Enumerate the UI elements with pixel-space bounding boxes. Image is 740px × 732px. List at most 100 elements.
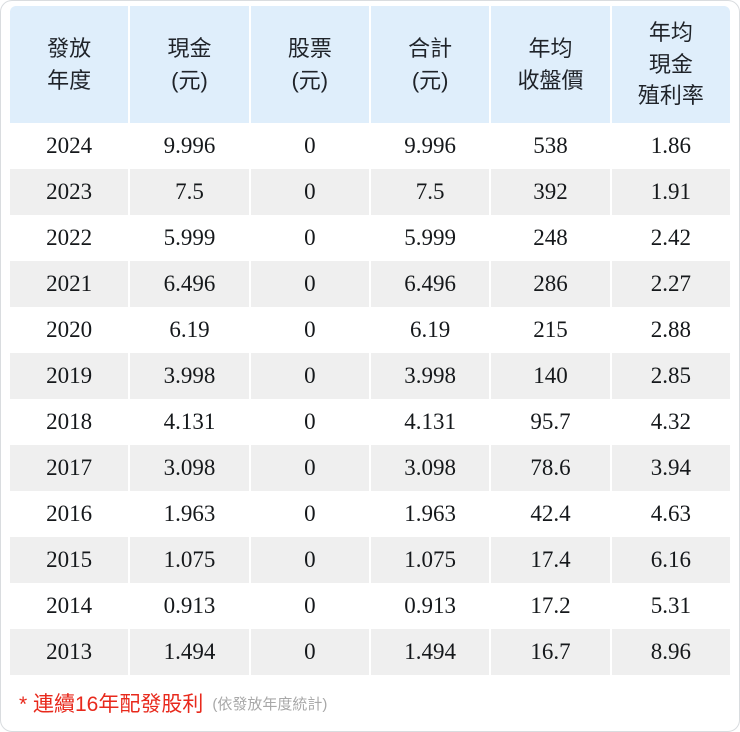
cell-total: 9.996 — [370, 123, 490, 169]
cell-avg-close: 248 — [491, 215, 610, 261]
cell-cash: 7.5 — [130, 169, 249, 215]
cell-stock: 0 — [250, 261, 369, 307]
footnote-text: * 連續16年配發股利 — [19, 693, 204, 716]
cell-cash: 0.913 — [130, 583, 249, 629]
cell-stock: 0 — [250, 169, 369, 215]
cell-avg-close: 16.7 — [491, 629, 610, 675]
table-body: 2024 9.996 0 9.996 538 1.86 2023 7.5 0 7… — [10, 123, 730, 675]
footnote: * 連續16年配發股利 (依發放年度統計) — [8, 675, 732, 731]
table-row: 2013 1.494 0 1.494 16.7 8.96 — [10, 629, 730, 675]
cell-total: 1.963 — [370, 491, 490, 537]
header-line: (元) — [411, 67, 449, 93]
cell-yield: 6.16 — [611, 537, 730, 583]
header-line: 現金 — [648, 51, 693, 77]
table-row: 2019 3.998 0 3.998 140 2.85 — [10, 353, 730, 399]
cell-yield: 2.85 — [611, 353, 730, 399]
cell-yield: 4.32 — [611, 399, 730, 445]
header-line: 現金 — [167, 35, 212, 61]
cell-yield: 4.63 — [611, 491, 730, 537]
cell-total: 3.098 — [370, 445, 490, 491]
cell-stock: 0 — [250, 399, 369, 445]
table-row: 2016 1.963 0 1.963 42.4 4.63 — [10, 491, 730, 537]
footnote-note: (依發放年度統計) — [212, 695, 328, 713]
cell-cash: 3.998 — [130, 353, 249, 399]
cell-stock: 0 — [250, 537, 369, 583]
cell-yield: 2.42 — [611, 215, 730, 261]
cell-cash: 9.996 — [130, 123, 249, 169]
cell-cash: 1.963 — [130, 491, 249, 537]
cell-avg-close: 392 — [491, 169, 610, 215]
cell-total: 6.496 — [370, 261, 490, 307]
cell-avg-close: 538 — [491, 123, 610, 169]
cell-yield: 1.91 — [611, 169, 730, 215]
cell-year: 2022 — [10, 215, 129, 261]
cell-year: 2018 — [10, 399, 129, 445]
cell-avg-close: 17.2 — [491, 583, 610, 629]
cell-stock: 0 — [250, 491, 369, 537]
table-row: 2015 1.075 0 1.075 17.4 6.16 — [10, 537, 730, 583]
header-row: 發放 年度 現金 (元) 股票 (元) 合計 (元) 年均 收盤價 — [10, 6, 730, 123]
cell-stock: 0 — [250, 629, 369, 675]
header-line: 年均 — [528, 35, 573, 61]
table-row: 2020 6.19 0 6.19 215 2.88 — [10, 307, 730, 353]
cell-year: 2023 — [10, 169, 129, 215]
cell-cash: 1.494 — [130, 629, 249, 675]
table-row: 2022 5.999 0 5.999 248 2.42 — [10, 215, 730, 261]
cell-total: 0.913 — [370, 583, 490, 629]
cell-year: 2017 — [10, 445, 129, 491]
cell-cash: 1.075 — [130, 537, 249, 583]
cell-stock: 0 — [250, 307, 369, 353]
cell-stock: 0 — [250, 583, 369, 629]
cell-year: 2013 — [10, 629, 129, 675]
cell-avg-close: 286 — [491, 261, 610, 307]
cell-stock: 0 — [250, 123, 369, 169]
table-row: 2024 9.996 0 9.996 538 1.86 — [10, 123, 730, 169]
header-line: 發放 — [47, 35, 92, 61]
cell-total: 6.19 — [370, 307, 490, 353]
cell-total: 4.131 — [370, 399, 490, 445]
header-line: 年度 — [47, 67, 92, 93]
table-row: 2018 4.131 0 4.131 95.7 4.32 — [10, 399, 730, 445]
header-line: 合計 — [408, 35, 453, 61]
cell-avg-close: 140 — [491, 353, 610, 399]
table-row: 2021 6.496 0 6.496 286 2.27 — [10, 261, 730, 307]
cell-stock: 0 — [250, 353, 369, 399]
cell-total: 7.5 — [370, 169, 490, 215]
col-header-total: 合計 (元) — [370, 6, 490, 123]
cell-cash: 5.999 — [130, 215, 249, 261]
cell-cash: 3.098 — [130, 445, 249, 491]
cell-yield: 2.88 — [611, 307, 730, 353]
cell-year: 2015 — [10, 537, 129, 583]
col-header-issue-year: 發放 年度 — [10, 6, 129, 123]
cell-cash: 6.496 — [130, 261, 249, 307]
cell-yield: 5.31 — [611, 583, 730, 629]
cell-cash: 4.131 — [130, 399, 249, 445]
cell-total: 3.998 — [370, 353, 490, 399]
cell-stock: 0 — [250, 445, 369, 491]
cell-year: 2016 — [10, 491, 129, 537]
cell-year: 2014 — [10, 583, 129, 629]
cell-yield: 1.86 — [611, 123, 730, 169]
cell-year: 2024 — [10, 123, 129, 169]
dividend-table: 發放 年度 現金 (元) 股票 (元) 合計 (元) 年均 收盤價 — [8, 6, 732, 675]
cell-yield: 3.94 — [611, 445, 730, 491]
cell-year: 2020 — [10, 307, 129, 353]
cell-avg-close: 17.4 — [491, 537, 610, 583]
col-header-cash-yield: 年均 現金 殖利率 — [611, 6, 730, 123]
cell-yield: 8.96 — [611, 629, 730, 675]
cell-avg-close: 95.7 — [491, 399, 610, 445]
col-header-avg-close: 年均 收盤價 — [491, 6, 610, 123]
cell-avg-close: 78.6 — [491, 445, 610, 491]
cell-yield: 2.27 — [611, 261, 730, 307]
cell-year: 2021 — [10, 261, 129, 307]
header-line: 收盤價 — [517, 67, 584, 93]
cell-total: 5.999 — [370, 215, 490, 261]
cell-avg-close: 42.4 — [491, 491, 610, 537]
cell-avg-close: 215 — [491, 307, 610, 353]
header-line: 年均 — [648, 19, 693, 45]
col-header-stock: 股票 (元) — [250, 6, 369, 123]
cell-total: 1.075 — [370, 537, 490, 583]
table-row: 2023 7.5 0 7.5 392 1.91 — [10, 169, 730, 215]
cell-cash: 6.19 — [130, 307, 249, 353]
